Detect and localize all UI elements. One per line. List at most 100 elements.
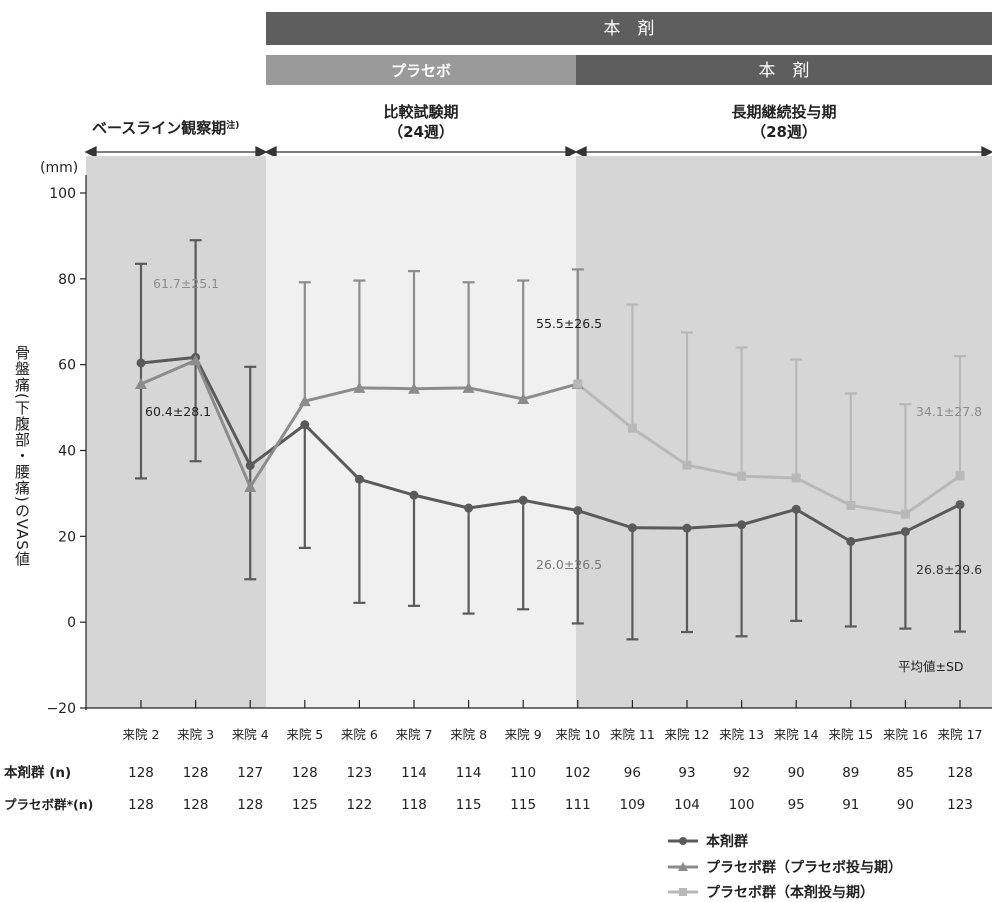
count-cell: 128 [237, 797, 263, 813]
x-tick-label: 来院 16 [883, 727, 928, 742]
count-cell: 115 [510, 797, 536, 813]
x-ticks: 来院 2 来院 3 来院 4 来院 5 来院 6 来院 7 来院 8 来院 9 来院 10 来院 … [123, 700, 983, 742]
y-tick-label: 40 [58, 444, 76, 460]
data-point [462, 381, 475, 393]
y-tick-label: 20 [58, 529, 76, 545]
count-cell: 93 [678, 765, 695, 781]
data-point [245, 461, 255, 471]
x-tick-label: 来院 10 [555, 727, 600, 742]
comparison-background [266, 156, 576, 708]
count-cell: 109 [620, 797, 646, 813]
data-point [136, 358, 146, 368]
x-tick-label: 来院 5 [286, 727, 323, 742]
x-tick-label: 来院 11 [610, 727, 655, 742]
legend: 本剤群 プラセボ群（プラセボ投与期） プラセボ群（本剤投与期） [668, 833, 902, 901]
x-tick-label: 来院 13 [719, 727, 764, 742]
y-axis-label: 骨盤痛(下腹部・腰痛)のVAS値 [13, 345, 31, 567]
y-tick-label: 60 [58, 358, 76, 374]
y-ticks: −20 0 20 40 60 80 100 [46, 186, 86, 717]
y-unit: (mm) [40, 160, 78, 176]
y-tick-label: 0 [67, 615, 76, 631]
x-tick-label: 来院 12 [665, 727, 710, 742]
data-point [300, 420, 310, 430]
data-point [244, 480, 257, 492]
legend-item: プラセボ群（プラセボ投与期） [706, 859, 902, 876]
x-tick-label: 来院 8 [450, 727, 487, 742]
count-cell: 90 [788, 765, 805, 781]
top-drug-band [266, 12, 992, 45]
data-point [846, 536, 856, 546]
data-point [900, 509, 910, 519]
x-tick-label: 来院 2 [123, 727, 160, 742]
data-point [518, 495, 528, 505]
period-arrows [84, 145, 992, 159]
data-point [409, 490, 419, 500]
data-point [135, 377, 147, 389]
series-line [576, 382, 961, 516]
data-point [408, 382, 420, 394]
data-point [627, 423, 637, 433]
legend-item: プラセボ群（本剤投与期） [706, 884, 874, 901]
data-point [846, 500, 856, 510]
count-cell: 123 [347, 765, 373, 781]
x-tick-label: 来院 17 [938, 727, 983, 742]
top-drug-band-label: 本 剤 [604, 19, 655, 39]
y-tick-label: 80 [58, 272, 76, 288]
count-cell: 128 [183, 765, 209, 781]
series-markers [135, 352, 965, 546]
x-tick-label: 来院 9 [505, 727, 542, 742]
data-point [354, 474, 364, 484]
count-cell: 104 [674, 797, 700, 813]
data-point [573, 506, 583, 516]
x-tick-label: 来院 4 [232, 727, 269, 742]
error-bars [135, 239, 966, 641]
longterm-period-label: 長期継続投与期 [731, 103, 836, 121]
x-tick-label: 来院 7 [396, 727, 433, 742]
comparison-period-label: 比較試験期 [383, 103, 458, 121]
count-cell: 128 [128, 797, 154, 813]
count-cell: 92 [733, 765, 750, 781]
data-point [955, 500, 965, 510]
data-point [464, 503, 474, 513]
count-label-placebo: プラセボ群*(n) [4, 797, 93, 812]
data-point [517, 393, 530, 404]
count-cell: 114 [401, 765, 427, 781]
count-cell: 128 [128, 765, 154, 781]
count-cell: 118 [401, 797, 427, 813]
count-cell: 90 [897, 797, 914, 813]
x-tick-label: 来院 6 [341, 727, 378, 742]
legend-circle-icon [679, 837, 687, 845]
comparison-period-weeks: （24週） [388, 123, 454, 141]
legend-triangle-icon [678, 862, 688, 871]
y-tick-label: 100 [49, 186, 76, 202]
drug-band [576, 55, 992, 85]
annotation: 26.8±29.6 [916, 562, 982, 577]
data-point [682, 460, 692, 470]
count-cell: 95 [788, 797, 805, 813]
count-cell: 110 [510, 765, 536, 781]
count-cell: 89 [842, 765, 859, 781]
data-point [955, 471, 965, 481]
data-point [353, 381, 366, 393]
drug-band-label: 本 剤 [759, 61, 810, 81]
count-cell: 123 [947, 797, 973, 813]
counts-table: 128 128 127 128 123 114 114 110 102 96 93 92 90 89 85 1… [128, 765, 973, 813]
count-cell: 100 [729, 797, 755, 813]
data-point [298, 395, 311, 407]
data-point [900, 527, 910, 537]
placebo-band-label: プラセボ [391, 62, 451, 80]
count-cell: 114 [456, 765, 482, 781]
data-point [737, 471, 747, 481]
data-point [627, 523, 637, 533]
longterm-period-weeks: （28週） [751, 123, 817, 141]
data-point [737, 520, 747, 530]
count-cell: 111 [565, 797, 591, 813]
data-point [189, 354, 202, 366]
data-point [682, 523, 692, 533]
annotation: 26.0±26.5 [536, 557, 602, 572]
count-cell: 128 [183, 797, 209, 813]
count-cell: 115 [456, 797, 482, 813]
count-cell: 91 [842, 797, 859, 813]
placebo-band [266, 55, 576, 85]
